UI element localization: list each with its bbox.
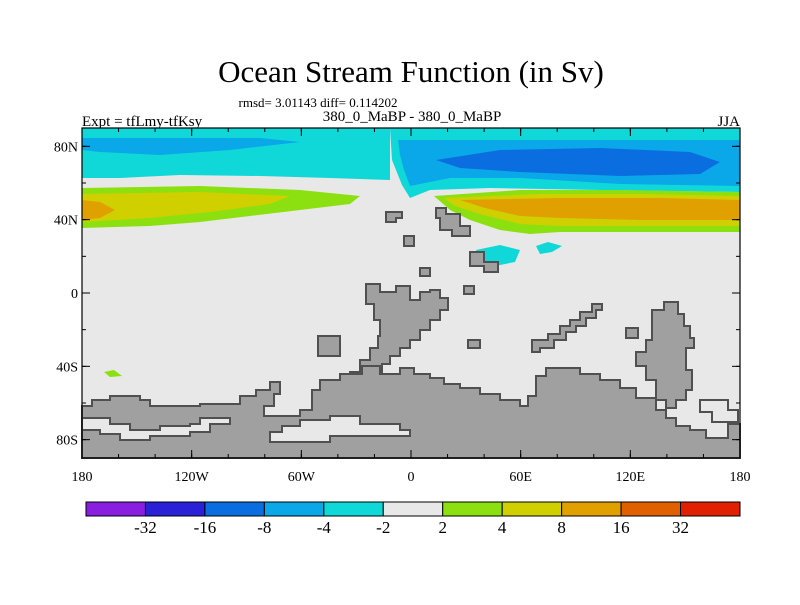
colorbar-box (85, 501, 146, 517)
colorbar-tick-label: -4 (317, 518, 332, 537)
y-tick-label: 0 (71, 287, 78, 302)
colorbar-box (323, 501, 384, 517)
land-antarctic-shelf (269, 415, 411, 443)
contour-pos-west-mid (82, 192, 290, 222)
stats-label: rmsd= 3.01143 diff= 0.114202 (239, 95, 398, 110)
y-tick-label: 40N (54, 214, 78, 229)
colorbar-tick-label: -32 (134, 518, 157, 537)
land-small-5 (317, 335, 341, 357)
colorbar-tick-label: 8 (557, 518, 566, 537)
season-label: JJA (717, 114, 740, 130)
x-tick-label: 60W (288, 470, 316, 485)
land-small-6 (467, 339, 481, 349)
colorbar-tick-label: -8 (257, 518, 271, 537)
land-small-4 (463, 285, 475, 295)
x-axis: 180 120W 60W 0 60E 120E 180 (72, 128, 751, 485)
colorbar-box (263, 501, 325, 517)
land-small-1 (403, 235, 415, 247)
land-small-2 (469, 251, 499, 273)
contour-neg-west-outer (82, 128, 390, 180)
y-axis: 80N 40N 0 40S 80S (54, 140, 740, 449)
contour-neg-patch-1 (476, 245, 520, 266)
land-north-ridge (385, 211, 403, 223)
contour-pos-east-inner (460, 198, 740, 220)
x-tick-label: 120W (175, 470, 210, 485)
contour-pos-patch-south (104, 370, 122, 377)
land-small-7 (625, 327, 639, 339)
colorbar-box (620, 501, 682, 517)
colorbar-box (144, 501, 206, 517)
x-tick-label: 60E (509, 470, 532, 485)
land-north-block (435, 207, 471, 237)
contour-pos-west-inner (82, 200, 115, 220)
comparison-label: 380_0_MaBP - 380_0_MaBP (323, 109, 502, 125)
expt-label: Expt = tfLmy-tfKsy (82, 114, 203, 130)
colorbar-box (204, 501, 265, 517)
land-masses (81, 207, 741, 459)
x-tick-label: 180 (72, 470, 93, 485)
colorbar-box (561, 501, 622, 517)
colorbar-box (442, 501, 503, 517)
land-east-inner-gap (699, 399, 739, 423)
land-southwest-ridge (81, 417, 231, 441)
x-tick-label: 0 (408, 470, 415, 485)
colorbar-tick-label: -16 (194, 518, 217, 537)
land-island-east (531, 303, 603, 353)
colorbar-box (501, 501, 563, 517)
contour-neg-patch-2 (536, 242, 562, 254)
x-tick-label: 180 (730, 470, 751, 485)
y-tick-label: 80N (54, 140, 78, 155)
land-southern-ocean (81, 365, 741, 459)
y-tick-label: 80S (56, 434, 78, 449)
land-main-continent (339, 283, 449, 389)
contour-neg-west-inner (82, 138, 300, 155)
figure-title: Ocean Stream Function (in Sv) (218, 54, 604, 89)
y-tick-label: 40S (56, 360, 78, 375)
colorbar-tick-label: 32 (672, 518, 689, 537)
contour-neg-east-inner (436, 148, 720, 176)
colorbar-tick-label: 4 (498, 518, 507, 537)
map-panel (81, 127, 741, 459)
x-tick-label: 120E (616, 470, 646, 485)
land-small-3 (419, 267, 431, 277)
colorbar: -32 -16 -8 -4 -2 2 4 8 16 32 (85, 501, 741, 537)
colorbar-box (382, 501, 444, 517)
colorbar-tick-label: -2 (376, 518, 390, 537)
colorbar-box (680, 501, 741, 517)
colorbar-tick-label: 2 (438, 518, 447, 537)
colorbar-tick-label: 16 (613, 518, 630, 537)
